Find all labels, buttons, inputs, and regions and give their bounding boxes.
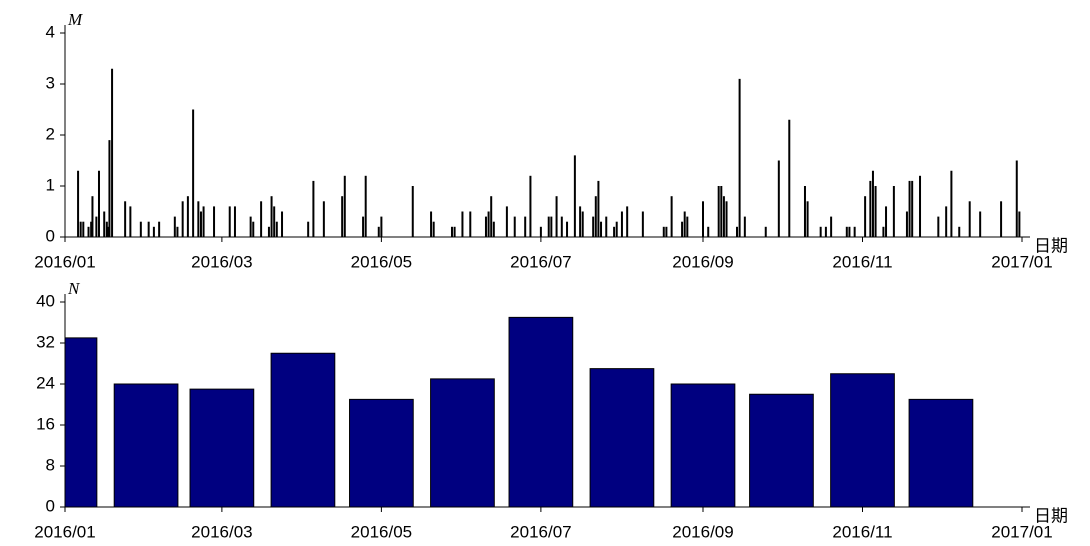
x-tick-label: 2016/01	[34, 252, 95, 271]
x-tick-label: 2016/03	[191, 252, 252, 271]
x-tick-label: 2016/05	[351, 522, 412, 541]
x-axis-label: 日期	[1034, 506, 1068, 525]
bar	[508, 316, 574, 508]
y-axis-label: M	[67, 10, 83, 29]
bar	[830, 373, 895, 508]
x-axis-label: 日期	[1034, 236, 1068, 255]
bar	[749, 393, 814, 508]
x-tick-label: 2016/03	[191, 522, 252, 541]
y-tick-label: 3	[46, 73, 55, 92]
bar	[430, 378, 495, 508]
y-tick-label: 32	[36, 332, 55, 351]
x-tick-label: 2017/01	[991, 522, 1052, 541]
bar	[189, 388, 255, 508]
y-tick-label: 0	[46, 226, 55, 245]
y-tick-label: 40	[36, 291, 55, 310]
x-tick-label: 2016/07	[510, 522, 571, 541]
y-tick-label: 4	[46, 22, 55, 41]
bar	[65, 337, 98, 508]
x-tick-label: 2016/09	[672, 522, 733, 541]
y-tick-label: 24	[36, 373, 55, 392]
x-tick-label: 2016/11	[832, 252, 892, 271]
bar	[908, 398, 974, 508]
y-tick-label: 2	[46, 124, 55, 143]
y-tick-label: 0	[46, 496, 55, 515]
y-tick-label: 8	[46, 455, 55, 474]
bar	[270, 352, 336, 508]
bar	[670, 383, 736, 508]
x-tick-label: 2017/01	[991, 252, 1052, 271]
x-tick-label: 2016/07	[510, 252, 571, 271]
y-tick-label: 16	[36, 414, 55, 433]
x-tick-label: 2016/01	[34, 522, 95, 541]
x-tick-label: 2016/05	[351, 252, 412, 271]
y-axis-label: N	[67, 279, 81, 298]
bar	[589, 368, 655, 508]
plot-area	[65, 316, 974, 508]
x-tick-label: 2016/11	[832, 522, 892, 541]
x-tick-label: 2016/09	[672, 252, 733, 271]
y-tick-label: 1	[46, 175, 55, 194]
plot-area	[77, 68, 1021, 237]
bar	[349, 398, 414, 508]
bar	[113, 383, 179, 508]
